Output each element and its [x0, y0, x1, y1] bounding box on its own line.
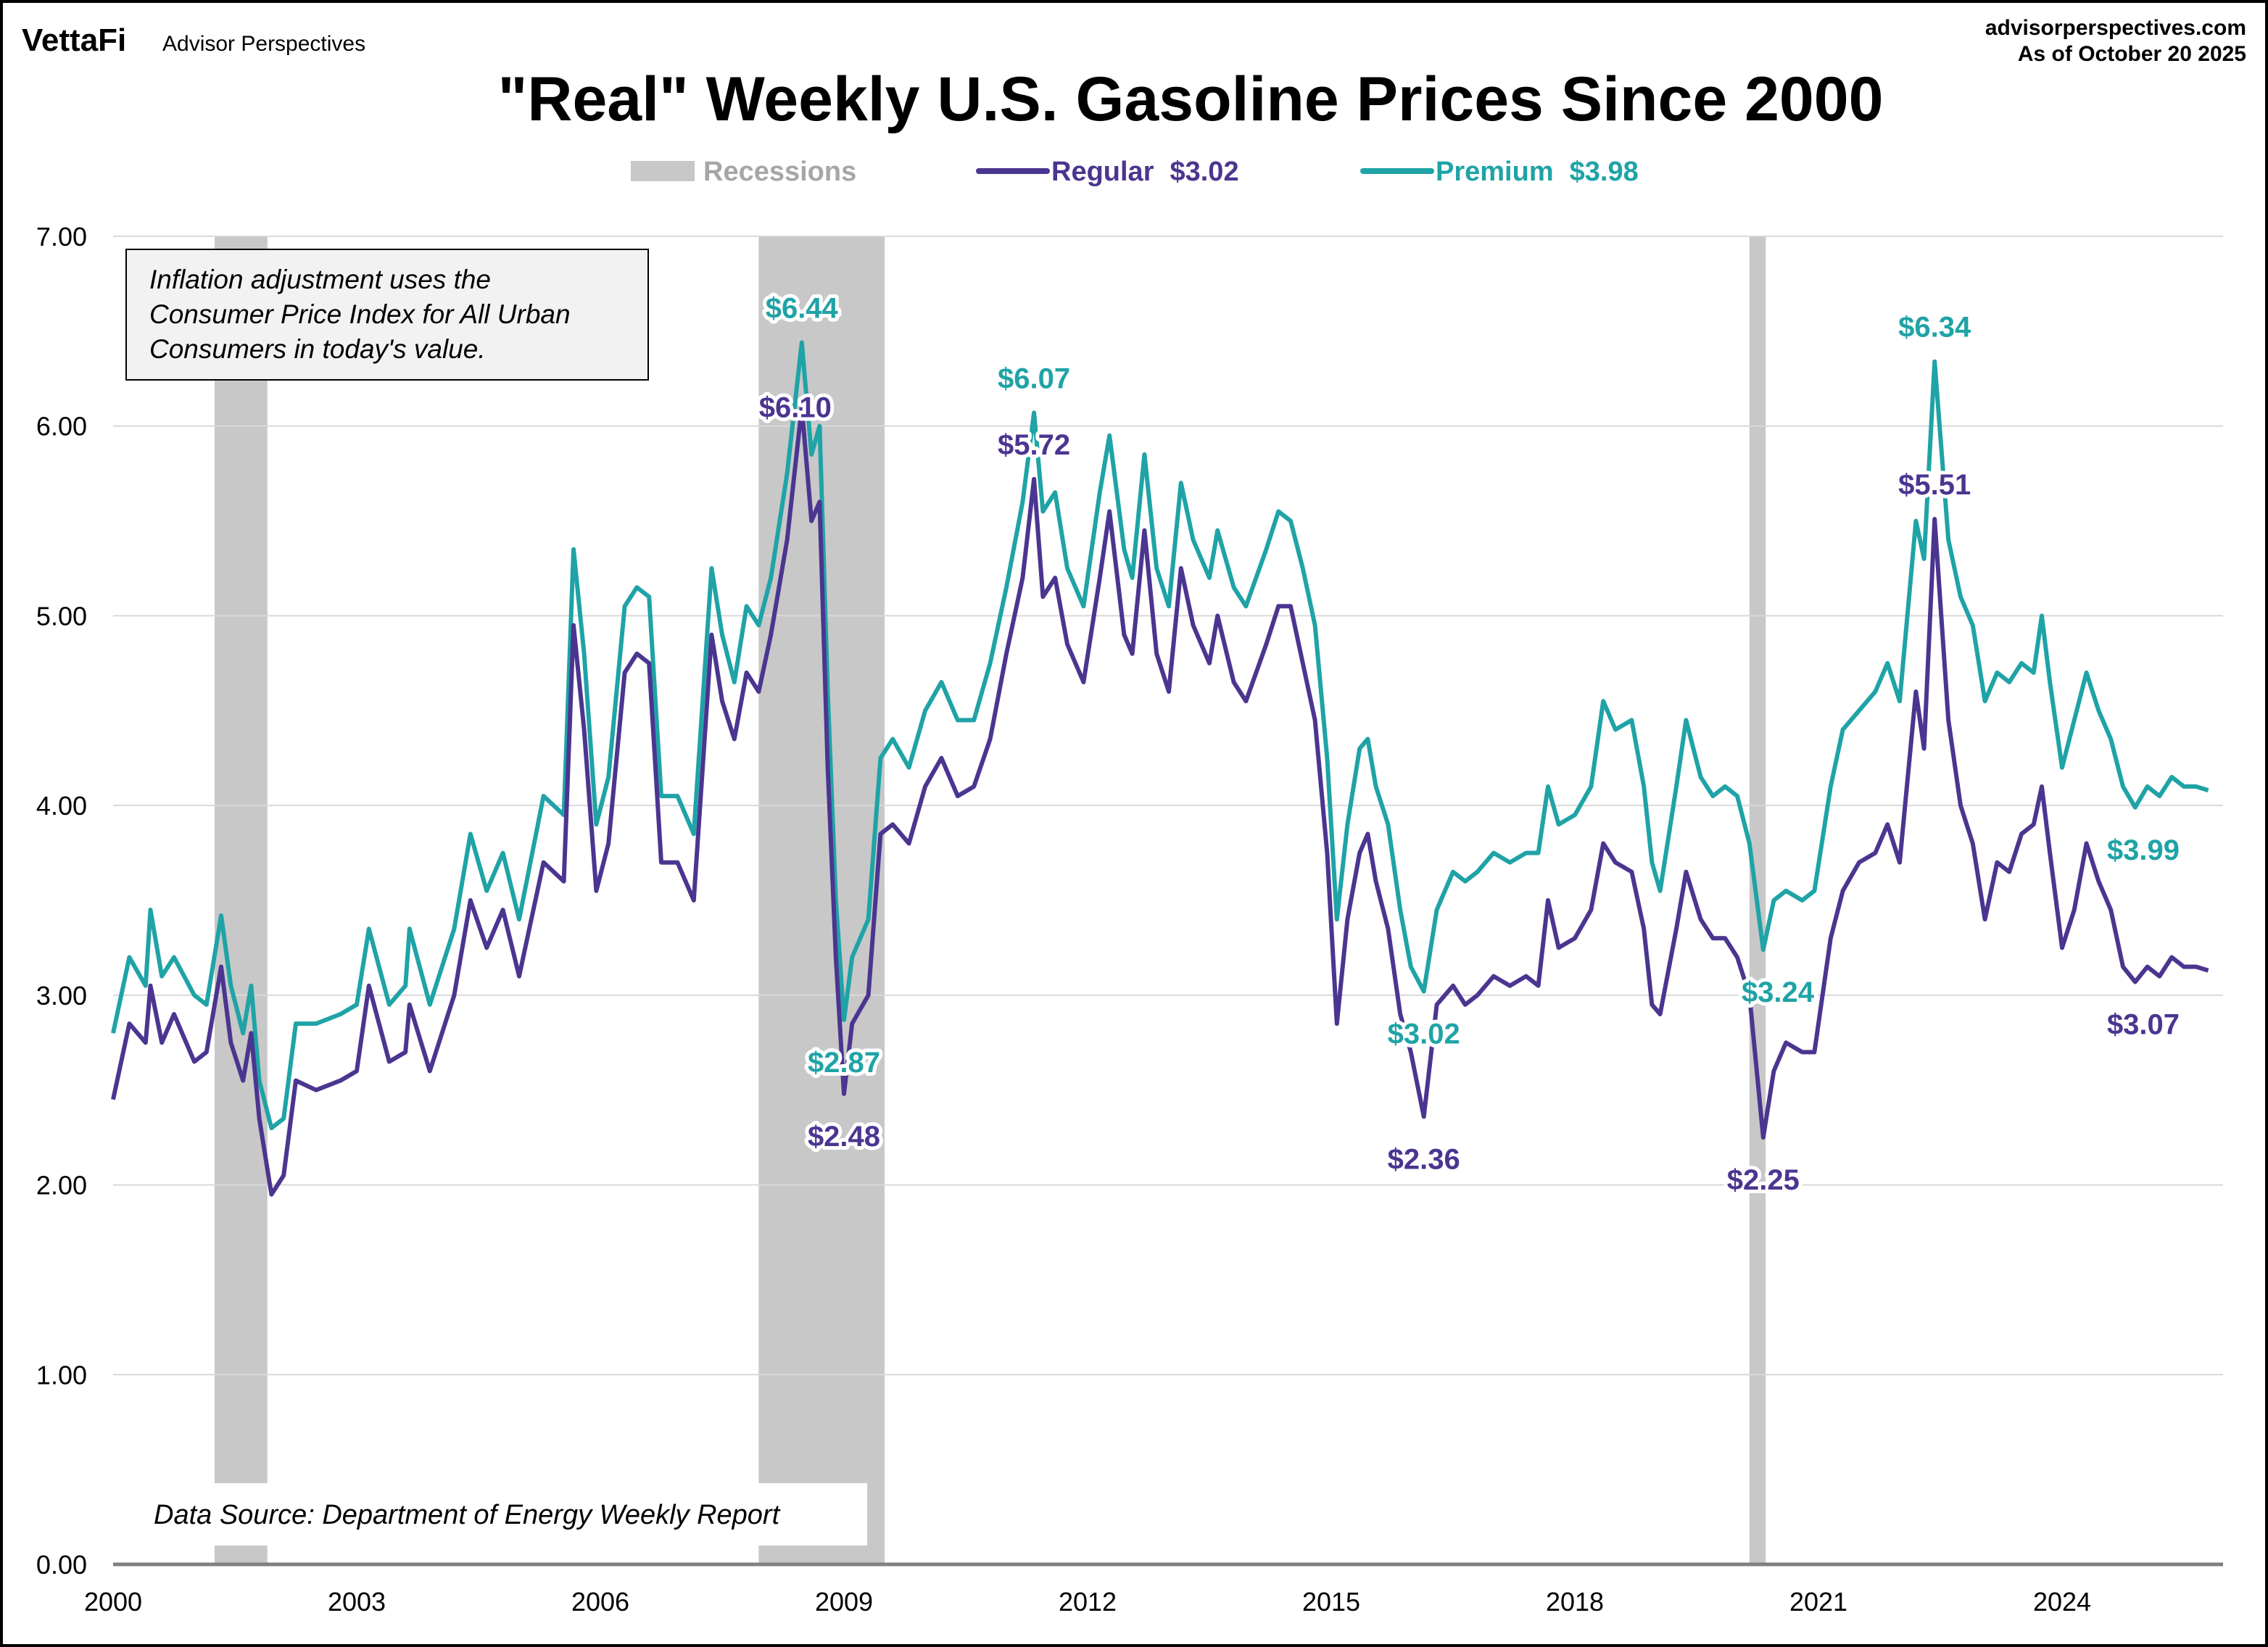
header: VettaFi Advisor Perspectives advisorpers…: [22, 16, 2246, 134]
annotation-label-regular: $2.25: [1727, 1164, 1800, 1196]
x-tick-label: 2003: [328, 1587, 386, 1617]
inflation-note-box: [125, 249, 649, 381]
series-line-premium: [111, 340, 2209, 1131]
x-tick-label: 2018: [1546, 1587, 1604, 1617]
chart-title: "Real" Weekly U.S. Gasoline Prices Since…: [498, 65, 1884, 134]
x-tick-label: 2006: [571, 1587, 629, 1617]
brand-logo: VettaFi: [22, 22, 126, 58]
recession-bands: [215, 236, 1766, 1564]
recession-band: [215, 236, 268, 1564]
annotation-label-regular: $2.36: [1388, 1143, 1460, 1175]
source-note-box: [138, 1483, 867, 1546]
gridlines: [113, 236, 2223, 1567]
annotation-label-premium: $2.87: [808, 1047, 880, 1079]
y-tick-label: 3.00: [36, 981, 87, 1011]
legend-label-regular: Regular: [1051, 157, 1154, 187]
site-url: advisorperspectives.com: [1985, 16, 2246, 40]
x-tick-label: 2012: [1059, 1587, 1117, 1617]
annotations: $6.44 $6.10 $6.07 $5.72 $2.87 $2.48 $3.02 $2.36…: [756, 289, 2183, 1200]
annotation-label-regular: $5.51: [1898, 469, 1971, 501]
y-tick-label: 5.00: [36, 601, 87, 631]
annotation-label-premium: $3.24: [1742, 976, 1815, 1008]
inflation-note-line: Inflation adjustment uses the: [149, 265, 491, 294]
annotation-label-premium: $3.02: [1388, 1019, 1460, 1050]
legend-label-premium: Premium: [1436, 157, 1554, 187]
y-tick-label: 4.00: [36, 791, 87, 821]
y-tick-label: 2.00: [36, 1171, 87, 1200]
x-axis-labels: 2000 2003 2006 2009 2012 2015 2018 2021 2024: [84, 1587, 2091, 1617]
brand-subtitle: Advisor Perspectives: [162, 32, 365, 56]
y-tick-label: 1.00: [36, 1360, 87, 1390]
source-note: Data Source: Department of Energy Weekly…: [138, 1483, 867, 1546]
annotation-label-premium: $6.34: [1898, 312, 1971, 344]
x-tick-label: 2000: [84, 1587, 142, 1617]
y-tick-label: 0.00: [36, 1550, 87, 1580]
annotation-label-premium: $6.44: [766, 293, 839, 325]
annotation-label-premium: $3.99: [2107, 834, 2180, 866]
as-of-date: As of October 20 2025: [2018, 42, 2246, 66]
annotation-label-regular: $6.10: [759, 392, 832, 424]
x-tick-label: 2021: [1789, 1587, 1847, 1617]
legend-label-recession: Recessions: [703, 157, 856, 187]
x-tick-label: 2024: [2033, 1587, 2091, 1617]
legend-value-premium: $3.98: [1570, 157, 1639, 187]
annotation-label-regular: $5.72: [998, 429, 1070, 461]
series-lines: [111, 340, 2209, 1197]
legend-value-regular: $3.02: [1170, 157, 1238, 187]
x-tick-label: 2009: [815, 1587, 873, 1617]
series-line-regular: [111, 405, 2209, 1197]
legend-swatch-recession: [631, 161, 695, 181]
x-tick-label: 2015: [1302, 1587, 1360, 1617]
y-tick-label: 7.00: [36, 222, 87, 252]
inflation-note-line: Consumer Price Index for All Urban: [149, 299, 571, 329]
inflation-note: Inflation adjustment uses the Consumer P…: [125, 249, 649, 381]
source-note-text: Data Source: Department of Energy Weekly…: [154, 1500, 781, 1530]
legend: Recessions Regular $3.02 Premium $3.98: [631, 157, 1639, 187]
annotation-label-regular: $2.48: [808, 1121, 880, 1153]
y-axis-labels: 0.00 1.00 2.00 3.00 4.00 5.00 6.00 7.00: [36, 222, 87, 1580]
inflation-note-line: Consumers in today's value.: [149, 334, 486, 364]
annotation-label-premium: $6.07: [998, 362, 1070, 394]
y-tick-label: 6.00: [36, 412, 87, 441]
annotation-label-regular: $3.07: [2107, 1009, 2180, 1041]
